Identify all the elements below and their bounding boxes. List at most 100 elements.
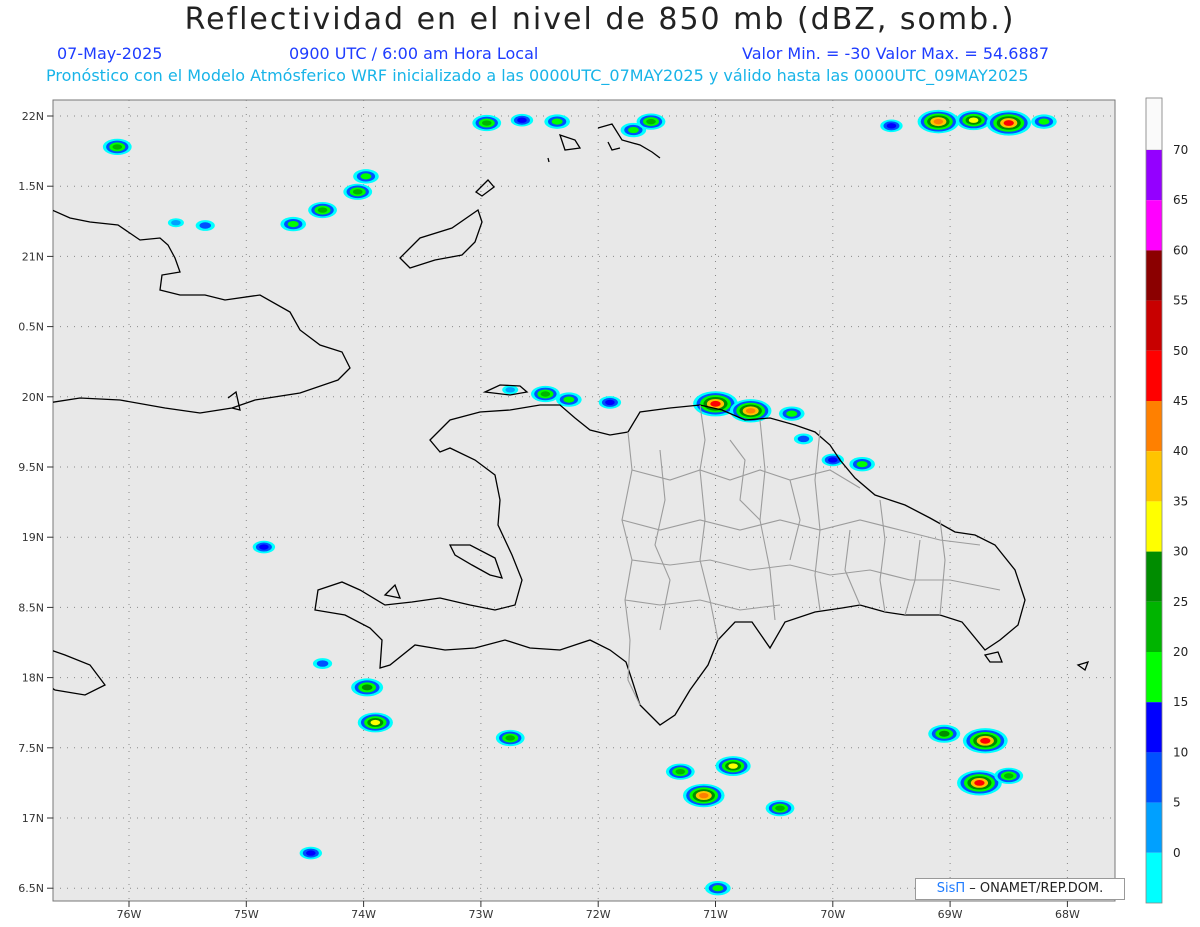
- echo-ring: [710, 400, 721, 407]
- echo-cell: [102, 138, 132, 155]
- echo-cell: [1031, 114, 1057, 129]
- echo-ring: [886, 123, 897, 129]
- lon-label: 70W: [820, 908, 845, 921]
- echo-ring: [1003, 773, 1014, 779]
- colorbar-swatch: [1146, 250, 1162, 301]
- coastline: [53, 123, 1090, 726]
- lon-label: 68W: [1055, 908, 1080, 921]
- colorbar-label: 50: [1173, 344, 1188, 358]
- echo-cell: [962, 728, 1008, 754]
- lat-label: 1.5N: [18, 180, 44, 193]
- echo-ring: [517, 117, 527, 123]
- echo-cell: [556, 392, 582, 407]
- lat-label: 21N: [22, 250, 44, 263]
- echo-ring: [1003, 120, 1014, 126]
- echo-ring: [627, 126, 639, 134]
- echo-ring: [199, 222, 212, 229]
- echo-cell: [778, 406, 805, 421]
- province-borders: [621, 404, 1001, 706]
- echo-ring: [505, 735, 516, 741]
- lon-label: 69W: [938, 908, 963, 921]
- echo-cell: [252, 540, 276, 554]
- colorbar-swatch: [1146, 150, 1162, 201]
- min-max-values: Valor Min. = -30 Valor Max. = 54.6887: [742, 44, 1049, 63]
- lon-label: 75W: [234, 908, 259, 921]
- lon-label: 71W: [703, 908, 728, 921]
- echo-cell: [510, 113, 534, 127]
- colorbar-label: 35: [1173, 494, 1188, 508]
- echo-cell: [793, 433, 814, 445]
- colorbar-label: 15: [1173, 695, 1188, 709]
- echo-cell: [472, 114, 502, 132]
- echo-ring: [171, 220, 181, 226]
- echo-ring: [786, 410, 798, 417]
- echo-cell: [353, 169, 379, 184]
- echo-ring: [980, 737, 991, 744]
- echo-ring: [551, 118, 563, 125]
- echo-cell: [531, 385, 560, 403]
- colorbar-swatch: [1146, 802, 1162, 853]
- colorbar-label: 10: [1173, 745, 1188, 759]
- colorbar-swatch: [1146, 752, 1162, 803]
- echo-ring: [316, 660, 329, 667]
- echo-ring: [974, 779, 985, 786]
- echo-ring: [1038, 118, 1050, 125]
- reflectivity-echoes: [102, 109, 1057, 896]
- echo-cell: [495, 729, 525, 747]
- lat-label: 7.5N: [18, 742, 44, 755]
- colorbar-swatch: [1146, 451, 1162, 502]
- echo-cell: [544, 114, 570, 129]
- colorbar-label: 25: [1173, 595, 1188, 609]
- chart-title: Reflectividad en el nivel de 850 mb (dBZ…: [184, 2, 1016, 37]
- echo-cell: [598, 396, 622, 409]
- colorbar-label: 40: [1173, 444, 1188, 458]
- echo-ring: [968, 117, 979, 123]
- colorbar-swatch: [1146, 200, 1162, 251]
- echo-ring: [112, 144, 123, 150]
- echo-ring: [745, 408, 756, 414]
- echo-cell: [299, 846, 323, 860]
- colorbar-label: 30: [1173, 545, 1188, 559]
- echo-ring: [306, 850, 316, 856]
- echo-ring: [728, 763, 738, 769]
- colorbar-border: [1145, 97, 1163, 904]
- echo-ring: [797, 435, 810, 443]
- colorbar-swatch: [1146, 401, 1162, 452]
- echo-ring: [856, 461, 868, 468]
- echo-ring: [712, 885, 724, 892]
- colorbar-label: 5: [1173, 796, 1181, 810]
- forecast-date: 07-May-2025: [57, 44, 163, 63]
- model-info: Pronóstico con el Modelo Atmósferico WRF…: [46, 66, 1029, 85]
- echo-ring: [370, 719, 381, 726]
- echo-cell: [682, 783, 725, 808]
- echo-ring: [317, 207, 328, 213]
- echo-cell: [636, 113, 666, 130]
- echo-cell: [195, 220, 215, 231]
- colorbar-label: 65: [1173, 193, 1188, 207]
- map-frame: [52, 99, 1116, 902]
- echo-cell: [312, 658, 333, 669]
- axis-labels: 22N 1.5N 21N 0.5N 20N 9.5N 19N 8.5N 18N 7.5N 17N 6.…: [18, 110, 1080, 921]
- echo-cell: [280, 216, 307, 232]
- echo-cell: [994, 767, 1024, 784]
- colorbar-swatch: [1146, 551, 1162, 602]
- echo-ring: [563, 396, 575, 403]
- echo-ring: [675, 768, 686, 775]
- lat-label: 0.5N: [18, 321, 44, 334]
- lon-label: 72W: [586, 908, 611, 921]
- echo-ring: [352, 189, 363, 195]
- echo-cell: [957, 770, 1002, 796]
- lat-label: 19N: [22, 531, 44, 544]
- echo-ring: [933, 118, 944, 125]
- lat-label: 6.5N: [18, 882, 44, 895]
- echo-cell: [715, 756, 751, 776]
- lat-label: 20N: [22, 391, 44, 404]
- echo-cell: [502, 385, 519, 395]
- echo-cell: [917, 109, 960, 134]
- colorbar-label: 45: [1173, 394, 1188, 408]
- echo-cell: [880, 119, 903, 133]
- colorbar-swatch: [1146, 652, 1162, 703]
- echo-ring: [938, 730, 950, 737]
